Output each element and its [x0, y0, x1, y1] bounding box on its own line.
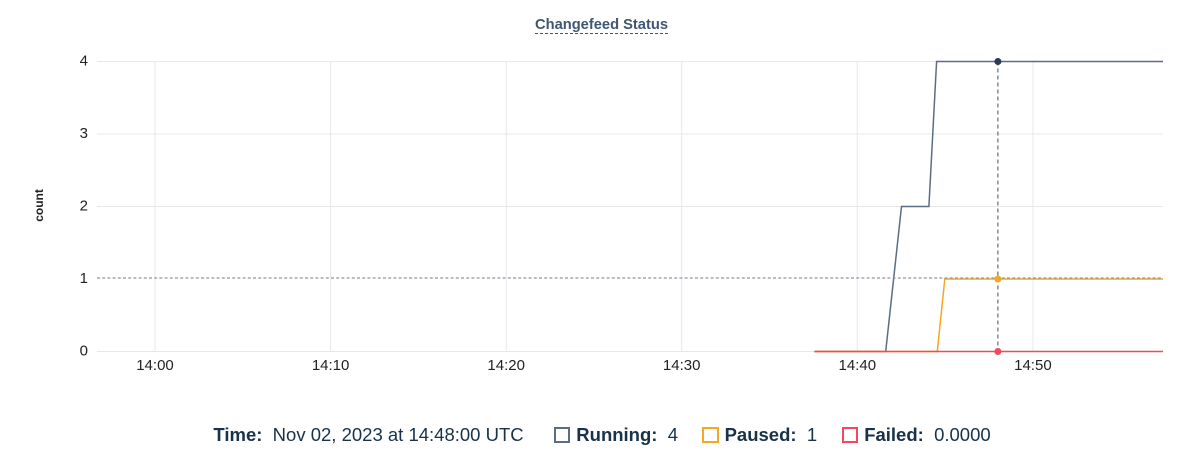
svg-text:14:30: 14:30 — [663, 357, 701, 374]
svg-text:14:20: 14:20 — [487, 357, 525, 374]
svg-text:2: 2 — [80, 198, 88, 215]
svg-text:4: 4 — [80, 53, 88, 70]
svg-text:1: 1 — [80, 270, 88, 287]
svg-text:14:00: 14:00 — [136, 357, 174, 374]
svg-text:14:40: 14:40 — [839, 357, 877, 374]
svg-text:0: 0 — [80, 343, 88, 360]
svg-text:14:50: 14:50 — [1014, 357, 1052, 374]
svg-text:14:10: 14:10 — [312, 357, 350, 374]
svg-text:3: 3 — [80, 125, 88, 142]
